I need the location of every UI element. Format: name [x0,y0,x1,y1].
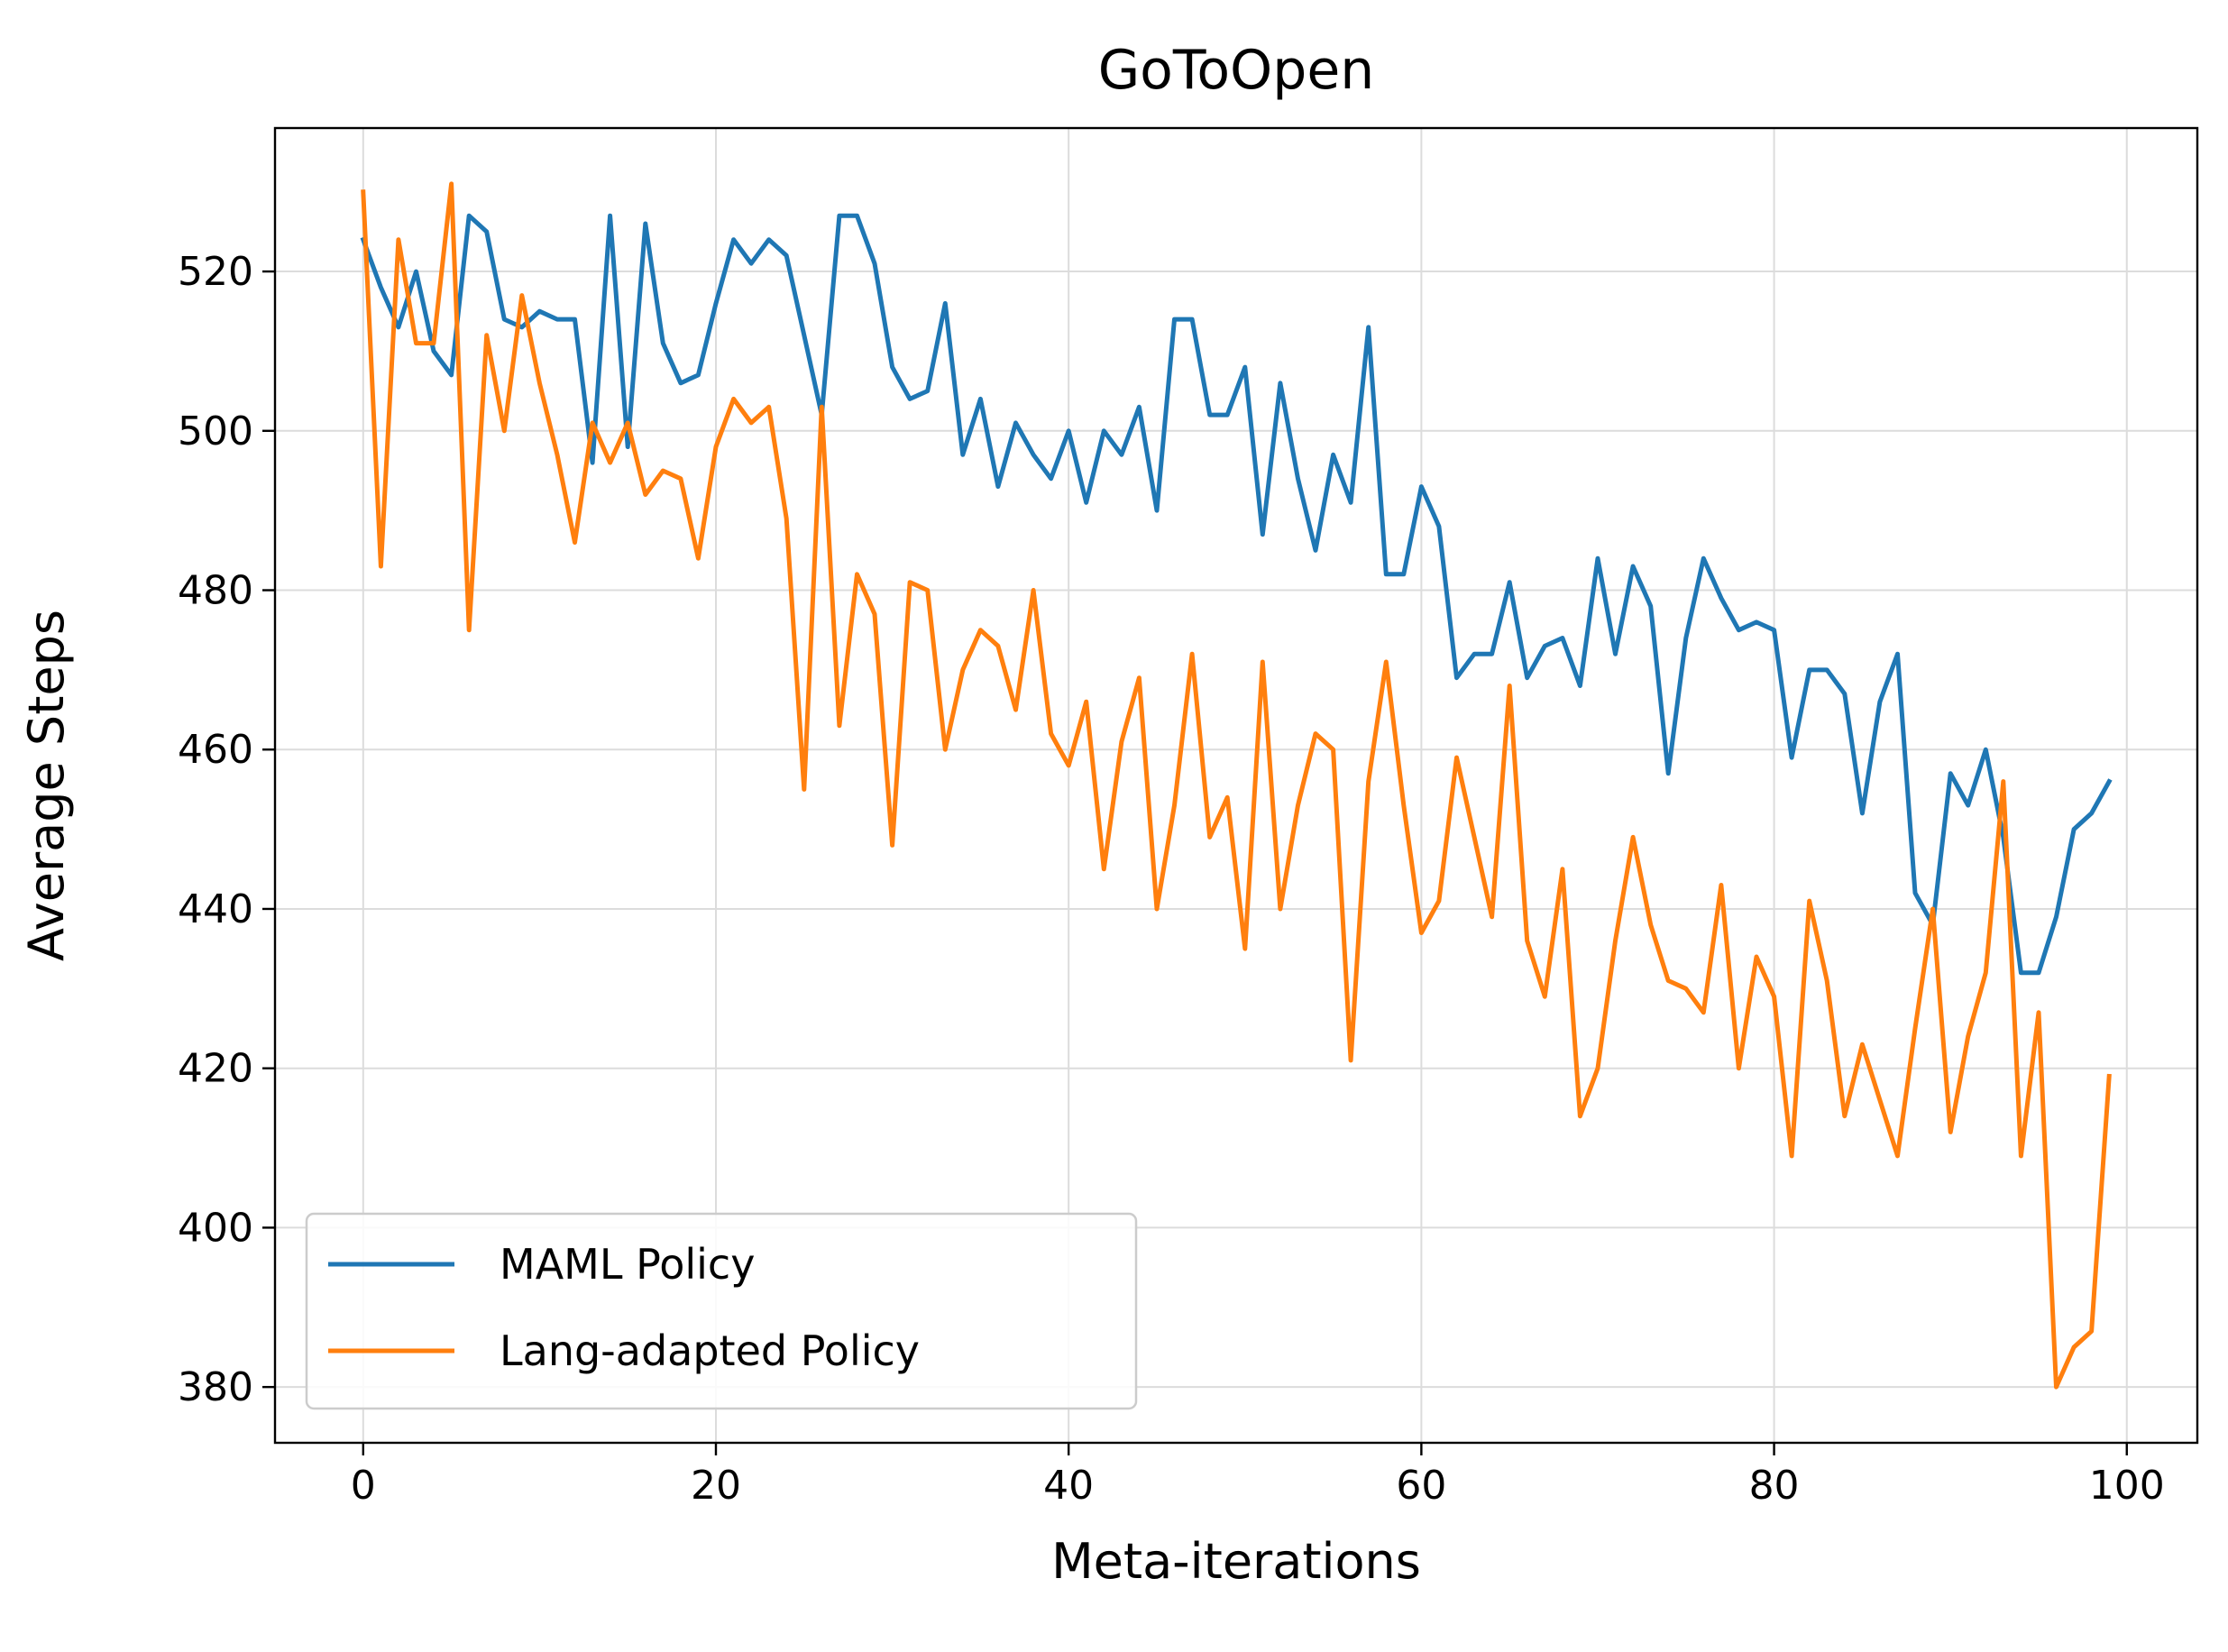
series-line-1 [361,181,2112,1390]
legend-label-0: MAML Policy [500,1240,755,1289]
x-tick-label: 60 [1396,1463,1446,1509]
legend-label-1: Lang-adapted Policy [500,1326,920,1375]
y-tick-label: 400 [178,1205,253,1251]
x-tick-label: 100 [2089,1463,2165,1509]
y-tick-label: 500 [178,408,253,454]
y-axis-label: Average Steps [18,610,75,961]
x-tick-label: 80 [1749,1463,1800,1509]
x-axis-label: Meta-iterations [1051,1533,1421,1590]
legend-box [305,1212,1138,1410]
y-tick-label: 440 [178,886,253,932]
x-tick-label: 40 [1043,1463,1094,1509]
legend: MAML Policy Lang-adapted Policy [305,1212,1138,1410]
chart-title: GoToOpen [1098,39,1375,102]
plot-frame [273,126,2199,1445]
y-tick-label: 420 [178,1046,253,1092]
series-line-0 [360,213,2113,976]
y-tick-label: 460 [178,727,253,773]
axis-ticks: 0 20 40 60 80 100 380 400 420 440 460 480 500 520 [178,249,2165,1509]
y-tick-label: 520 [178,249,253,295]
x-tick-label: 20 [691,1463,741,1509]
y-tick-label: 480 [178,568,253,614]
x-tick-label: 0 [351,1463,376,1509]
y-tick-label: 380 [178,1364,253,1410]
series-layer [360,181,2113,1390]
